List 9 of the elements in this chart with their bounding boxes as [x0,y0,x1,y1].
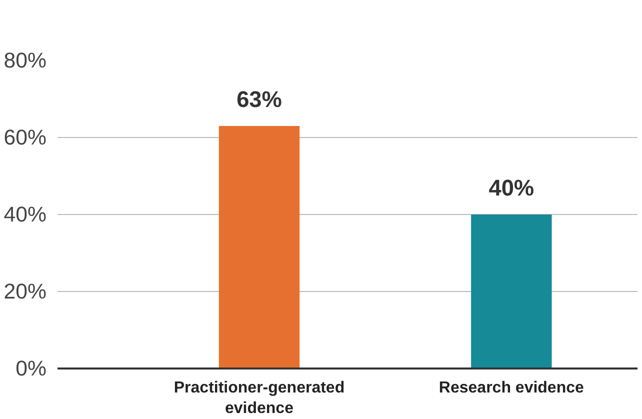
x-tick-label: Practitioner-generated evidence [174,380,345,417]
y-tick-label: 60% [4,126,47,150]
y-tick-label: 20% [4,280,47,304]
y-tick-label: 80% [4,48,47,72]
y-tick-label: 0% [16,356,47,380]
x-tick-label: Research evidence [438,380,584,396]
data-label: 40% [488,174,534,200]
y-tick-label: 40% [4,202,47,226]
data-label: 63% [236,86,282,112]
